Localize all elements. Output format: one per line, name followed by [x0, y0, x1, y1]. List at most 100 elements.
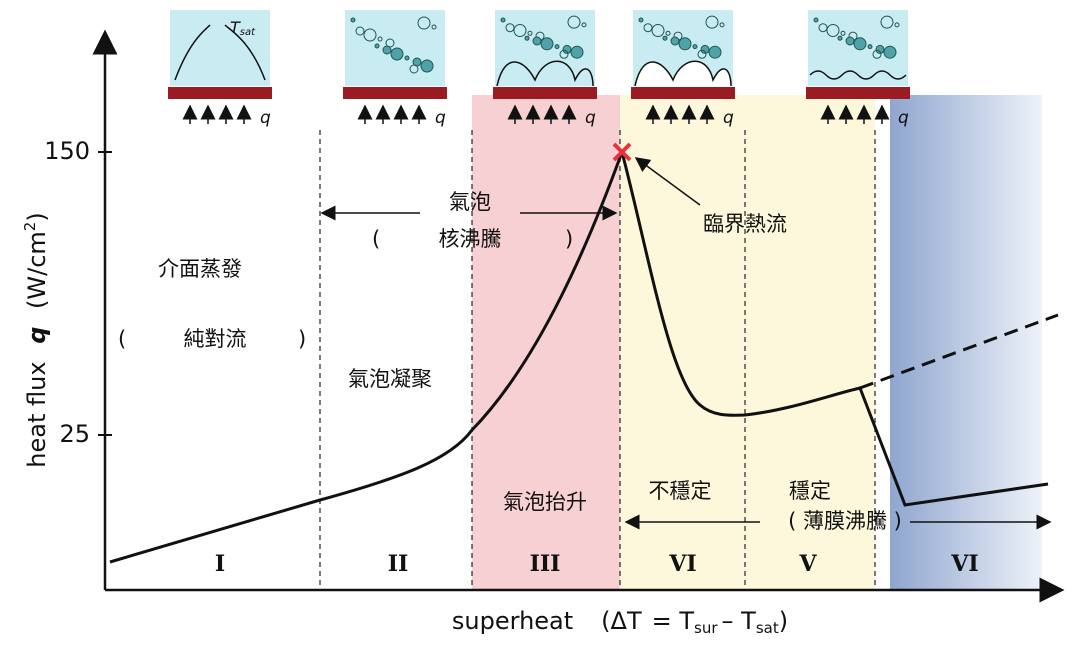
icon-bubble: [581, 22, 587, 28]
icon-label: q: [435, 108, 446, 128]
icon-bubble: [883, 45, 897, 59]
region-label: V: [798, 551, 817, 577]
annotation: 穩定: [789, 479, 831, 503]
icon: q: [493, 10, 597, 128]
icon-heater: [806, 87, 910, 99]
icon-bubble: [880, 15, 894, 29]
icon-label: T: [230, 18, 241, 37]
icon-heater: [631, 87, 735, 99]
icon-bubble: [845, 36, 855, 46]
y-tick: 150: [44, 137, 90, 165]
annotation: 介面蒸發: [158, 257, 242, 281]
icon-bubble: [513, 24, 527, 37]
icon-bubble: [524, 35, 530, 41]
icon-bubble: [567, 15, 581, 29]
annotations: 介面蒸發 ( 純對流 ) 氣泡 ( 核沸騰 ) 氣泡凝聚 臨界熱流 氣泡抬升 不…: [118, 190, 902, 533]
icon-bubble: [651, 24, 665, 37]
icon-heater: [493, 87, 597, 99]
icon-bubble: [527, 30, 533, 36]
x-label: superheat (ΔT = Tsur – Tsat): [452, 607, 788, 637]
curve: [109, 151, 624, 564]
dividers: [319, 130, 876, 590]
icon-label: q: [898, 108, 909, 128]
region-label: II: [388, 551, 409, 577]
region-band: [472, 95, 620, 590]
icon-bubble: [692, 44, 698, 50]
icon-bubble: [678, 37, 692, 51]
icon-label: Tsat: [230, 18, 256, 39]
annotation: ): [298, 327, 306, 351]
icon-label: q: [585, 108, 596, 128]
annotation: 純對流: [184, 327, 247, 351]
icon-bubble: [420, 59, 434, 73]
icon-bubble: [417, 16, 431, 30]
annotation: (: [372, 227, 380, 251]
icon-bubble: [643, 23, 653, 33]
icon-bubble: [894, 22, 900, 28]
icon: q Tsat: [168, 10, 272, 128]
icon-bubble: [390, 47, 404, 61]
annotation: 核沸騰: [439, 227, 502, 251]
y-label: heat flux q (W/cm2): [21, 212, 52, 467]
icon-label: sat: [240, 27, 256, 38]
icon: q: [631, 10, 735, 128]
icon: q: [343, 10, 447, 128]
icon-bubble: [554, 44, 560, 50]
curve: [620, 151, 1049, 507]
icon-bubble: [705, 15, 719, 29]
icon-bubble: [867, 44, 873, 50]
icon-bubble: [404, 55, 410, 61]
icon-bubble: [700, 44, 710, 54]
region-label: I: [215, 551, 225, 577]
chf-point: [612, 142, 632, 162]
icon-vapor: [496, 60, 594, 87]
annotation: ): [565, 227, 573, 251]
icon-bubble: [840, 30, 846, 36]
annotation: 臨界熱流: [703, 212, 787, 236]
annotation: 氣泡: [449, 190, 491, 214]
icon-bubble: [875, 44, 885, 54]
icon-bubble: [697, 49, 707, 59]
curve-extrapolation: [859, 313, 1059, 390]
icon-bubble: [562, 44, 572, 54]
icon-heater: [343, 87, 447, 99]
icon-bubble: [837, 35, 843, 41]
icon-bubble: [540, 37, 554, 51]
annotation: 不穩定: [649, 479, 712, 503]
icon-bubble: [382, 45, 392, 55]
icon-heater: [168, 87, 272, 99]
icon-bubble: [505, 23, 515, 33]
annotation: ( 薄膜沸騰 ): [788, 509, 902, 533]
icon-bubble: [813, 17, 819, 23]
icon-fluid: [170, 10, 270, 86]
icon-bubble: [719, 22, 725, 28]
icon-bubble: [355, 26, 365, 36]
icon-bubble: [853, 37, 867, 51]
icon-bubble: [363, 28, 377, 42]
icon-bubble: [431, 24, 437, 30]
icon-bubble: [374, 43, 380, 49]
annotation: (: [118, 327, 126, 351]
icon-bubble: [818, 23, 828, 33]
icon-bubble: [350, 17, 356, 23]
icon-bubble: [708, 45, 722, 59]
icon-bubble: [532, 36, 542, 46]
annotation: 氣泡抬升: [503, 490, 587, 514]
icon: q: [806, 10, 910, 128]
region-label: III: [530, 551, 561, 577]
icon-flow: [174, 24, 266, 81]
icon-bubble: [570, 45, 584, 59]
icon-bubble: [559, 49, 569, 59]
icon-label: q: [723, 108, 734, 128]
icon-bubble: [826, 24, 840, 37]
region-label: VI: [950, 551, 978, 577]
region-label: VI: [668, 551, 696, 577]
icon-bubble: [670, 36, 680, 46]
icon-bubble: [377, 36, 383, 42]
annotation: 氣泡凝聚: [348, 367, 432, 391]
y-tick: 25: [59, 420, 90, 448]
icon-bubble: [665, 30, 671, 36]
icon-bubble: [638, 17, 644, 23]
region-band: [890, 95, 1042, 590]
